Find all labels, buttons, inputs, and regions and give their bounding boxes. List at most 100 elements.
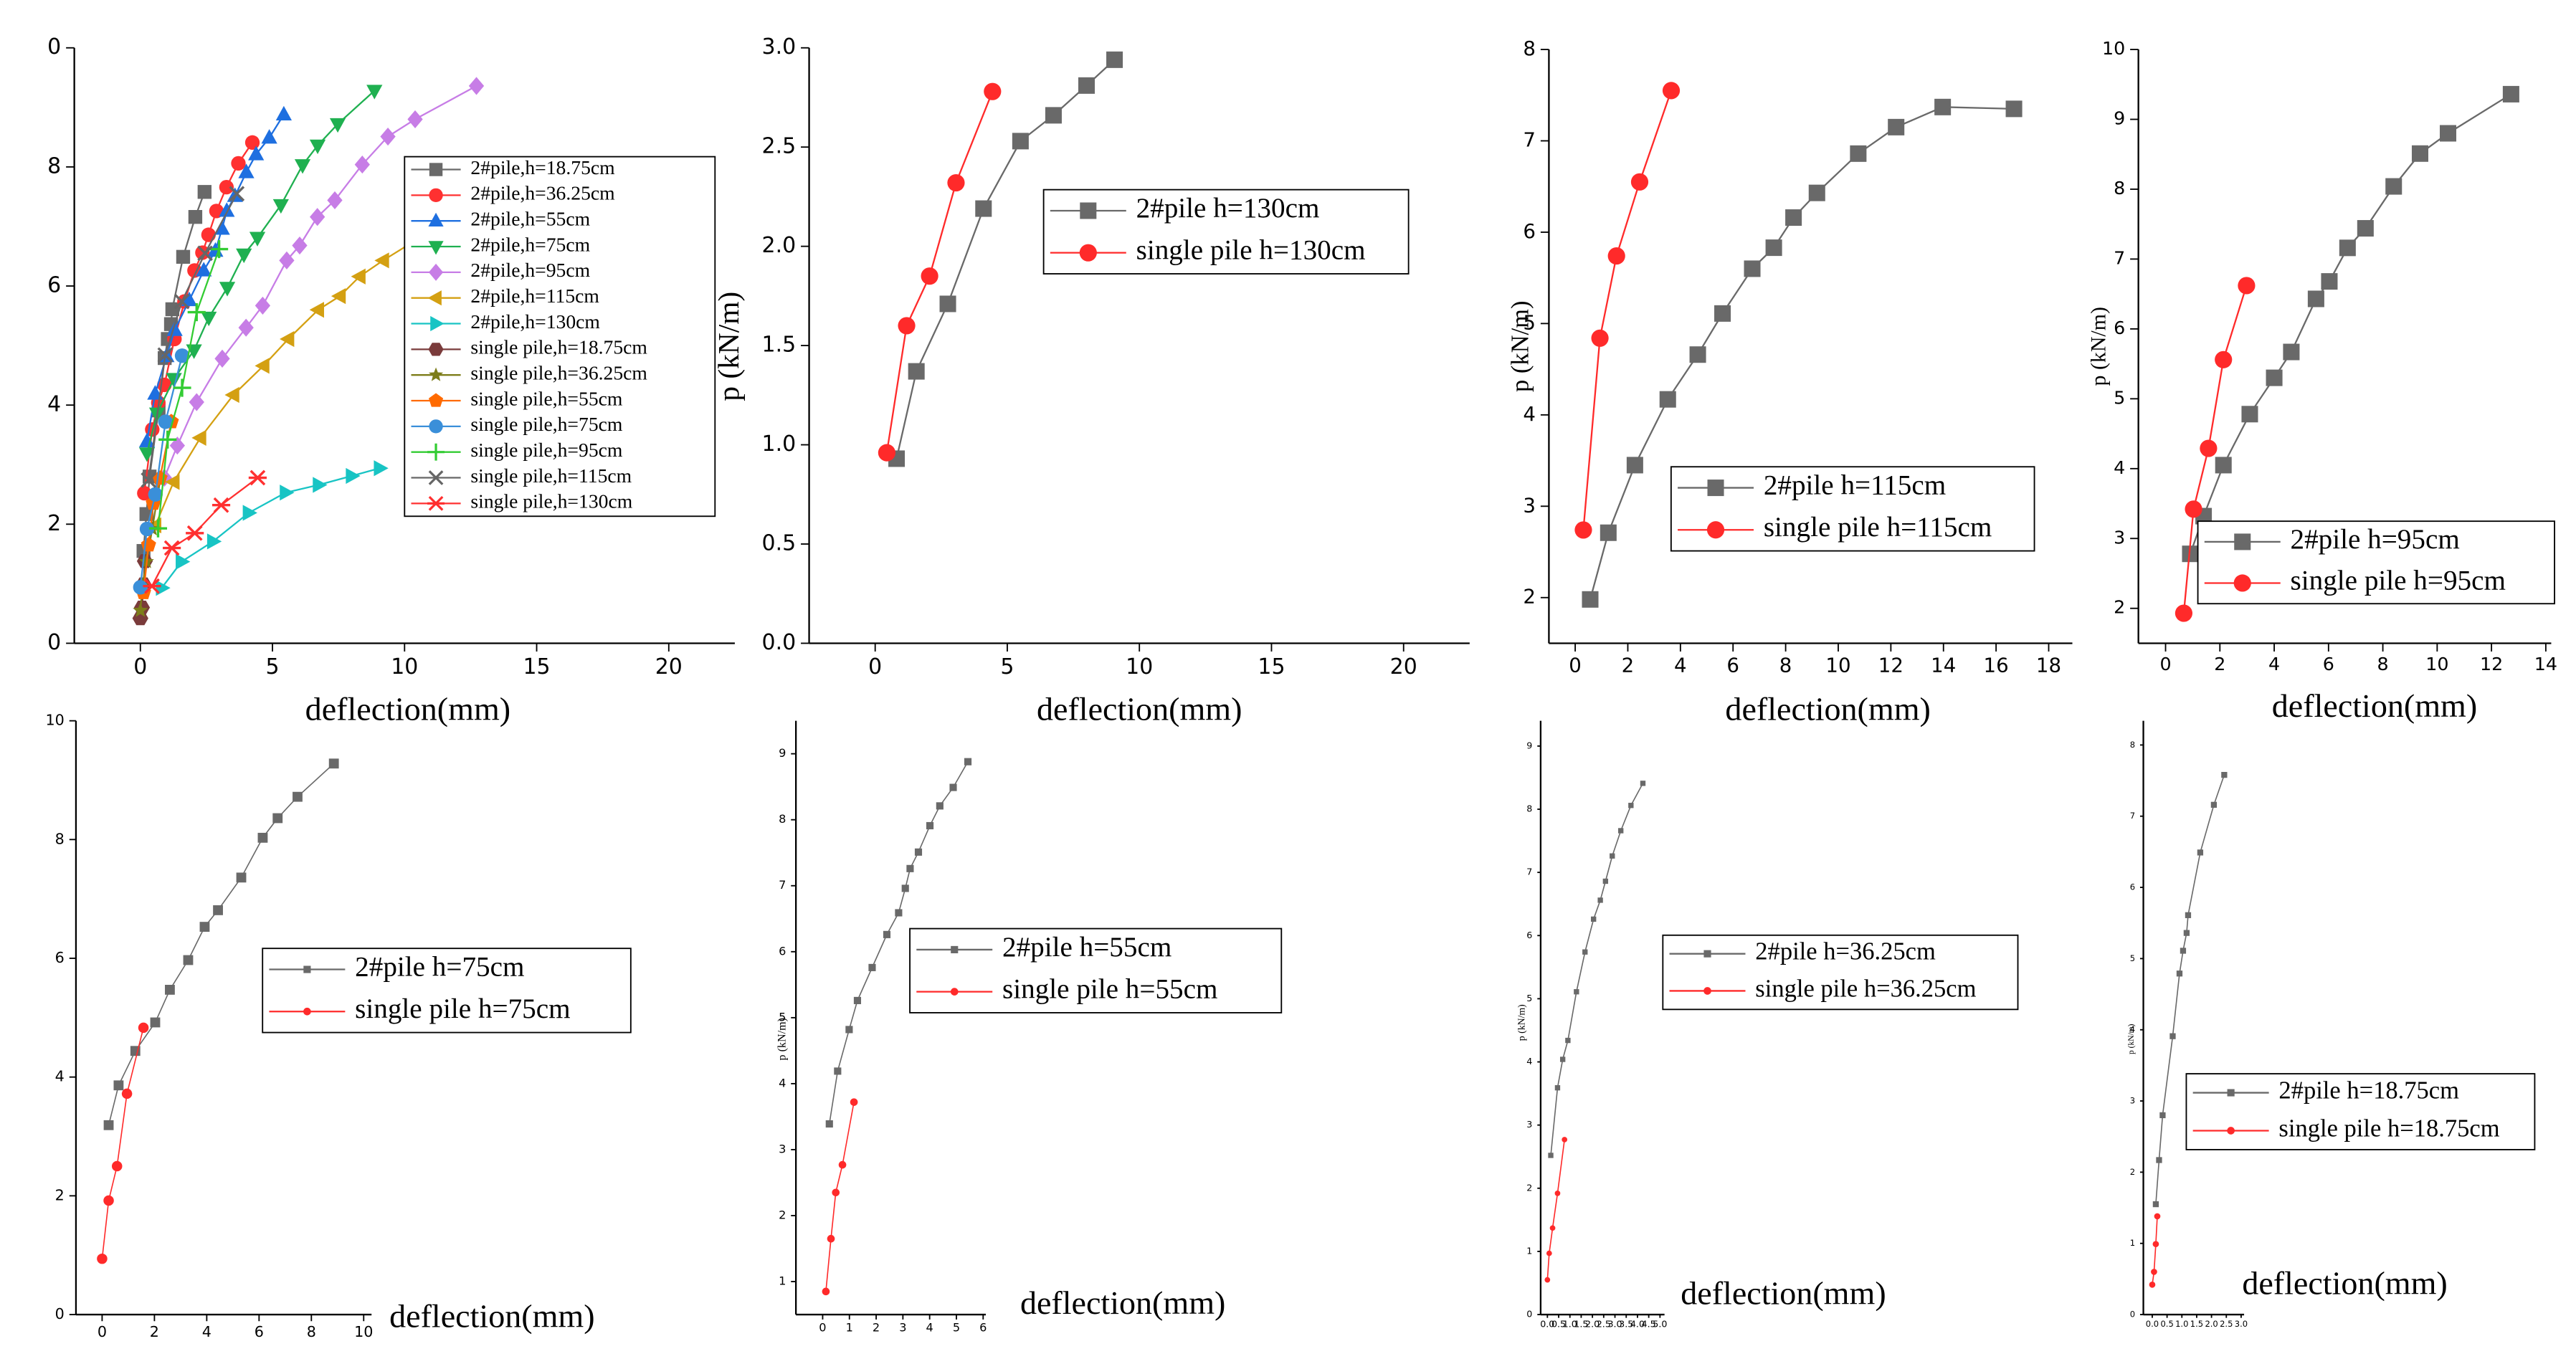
x-tick-label: 6 bbox=[255, 1323, 264, 1340]
marker bbox=[1045, 107, 1062, 124]
x-tick-label: 0 bbox=[819, 1321, 826, 1335]
marker bbox=[1850, 145, 1867, 162]
marker bbox=[1662, 82, 1681, 100]
marker bbox=[238, 163, 255, 178]
x-tick-label: 10 bbox=[2425, 653, 2448, 674]
x-tick-label: 10 bbox=[354, 1323, 373, 1340]
marker bbox=[1626, 457, 1643, 474]
marker bbox=[949, 783, 957, 791]
marker bbox=[2154, 1213, 2161, 1220]
marker bbox=[197, 185, 212, 199]
marker bbox=[331, 288, 346, 305]
marker bbox=[231, 156, 246, 171]
marker bbox=[219, 282, 236, 297]
marker bbox=[166, 321, 183, 336]
marker bbox=[1888, 118, 1905, 135]
legend-label: single pile h=75cm bbox=[355, 993, 570, 1024]
marker bbox=[850, 1098, 858, 1106]
x-tick-label: 10 bbox=[1126, 654, 1153, 679]
marker bbox=[926, 821, 934, 830]
marker bbox=[138, 447, 156, 462]
marker bbox=[1554, 1190, 1561, 1196]
legend-marker bbox=[428, 241, 444, 255]
x-tick-label: 1.5 bbox=[2190, 1319, 2203, 1329]
y-tick-label: 8 bbox=[2114, 177, 2125, 199]
marker bbox=[113, 1080, 124, 1091]
legend-marker bbox=[427, 496, 445, 511]
y-tick-label: 8 bbox=[1526, 803, 1532, 814]
series-line bbox=[885, 91, 994, 453]
marker bbox=[103, 1195, 114, 1206]
legend-marker bbox=[950, 988, 959, 996]
marker bbox=[834, 1067, 842, 1075]
y-tick-label: 4 bbox=[779, 1076, 786, 1089]
x-tick-label: 5 bbox=[953, 1321, 960, 1335]
y-tick-label: 8 bbox=[47, 153, 61, 178]
marker bbox=[248, 146, 265, 161]
marker bbox=[238, 318, 254, 337]
marker bbox=[868, 963, 876, 971]
marker bbox=[279, 251, 295, 269]
marker bbox=[407, 110, 423, 128]
x-tick-label: 5 bbox=[1000, 654, 1014, 679]
marker bbox=[212, 497, 231, 513]
marker bbox=[914, 848, 923, 856]
legend-label: single pile,h=115cm bbox=[470, 464, 632, 487]
y-tick-label: 2 bbox=[2114, 596, 2125, 618]
marker bbox=[309, 139, 326, 155]
marker bbox=[248, 469, 267, 486]
marker bbox=[156, 580, 171, 596]
y-tick-label: 0 bbox=[47, 630, 61, 655]
y-tick-label: 5 bbox=[2114, 386, 2125, 408]
x-tick-label: 1.0 bbox=[1563, 1319, 1577, 1330]
legend-label: 2#pile h=36.25cm bbox=[1755, 938, 1936, 965]
marker bbox=[2151, 1269, 2157, 1275]
legend-box bbox=[909, 927, 1283, 1013]
x-axis-label: deflection(mm) bbox=[1681, 1274, 1886, 1311]
marker bbox=[984, 82, 1002, 100]
x-tick-label: 20 bbox=[1390, 654, 1417, 679]
x-tick-label: 4.0 bbox=[1630, 1319, 1645, 1330]
legend-marker bbox=[429, 163, 443, 176]
marker bbox=[169, 437, 186, 455]
series-line bbox=[163, 85, 477, 478]
x-tick-label: 10 bbox=[1825, 654, 1850, 677]
x-tick-label: 4 bbox=[202, 1323, 212, 1340]
x-tick-label: 1.0 bbox=[2175, 1319, 2188, 1329]
x-tick-label: 8 bbox=[2377, 653, 2389, 674]
marker bbox=[2185, 500, 2202, 518]
marker bbox=[183, 955, 194, 965]
marker bbox=[275, 105, 292, 120]
marker bbox=[1630, 173, 1649, 191]
marker bbox=[133, 580, 148, 595]
marker bbox=[2156, 1157, 2162, 1163]
marker bbox=[111, 1160, 123, 1172]
x-tick-label: 2.0 bbox=[1585, 1319, 1600, 1330]
marker bbox=[921, 267, 938, 285]
marker bbox=[206, 533, 222, 550]
marker bbox=[196, 262, 212, 277]
marker bbox=[1591, 916, 1597, 922]
marker bbox=[176, 249, 191, 264]
marker bbox=[148, 487, 163, 502]
marker bbox=[1582, 949, 1588, 955]
legend-label: single pile h=36.25cm bbox=[1755, 975, 1976, 1002]
legend-marker bbox=[303, 1007, 311, 1016]
y-tick-label: 2.5 bbox=[762, 134, 797, 159]
marker bbox=[2321, 273, 2338, 290]
marker bbox=[2175, 604, 2193, 622]
y-tick-label: 1 bbox=[2130, 1238, 2135, 1248]
x-tick-label: 1 bbox=[846, 1321, 853, 1335]
y-tick-label: 7 bbox=[2130, 811, 2135, 821]
marker bbox=[898, 317, 916, 335]
marker bbox=[1618, 828, 1624, 834]
marker bbox=[380, 127, 396, 146]
marker bbox=[148, 519, 168, 538]
marker bbox=[1934, 98, 1952, 115]
x-tick-label: 0.0 bbox=[2146, 1319, 2159, 1329]
y-tick-label: 7 bbox=[779, 878, 786, 892]
legend-marker bbox=[428, 367, 444, 381]
y-tick-label: 1.0 bbox=[762, 431, 797, 457]
marker bbox=[964, 758, 972, 765]
marker bbox=[2149, 1281, 2156, 1288]
